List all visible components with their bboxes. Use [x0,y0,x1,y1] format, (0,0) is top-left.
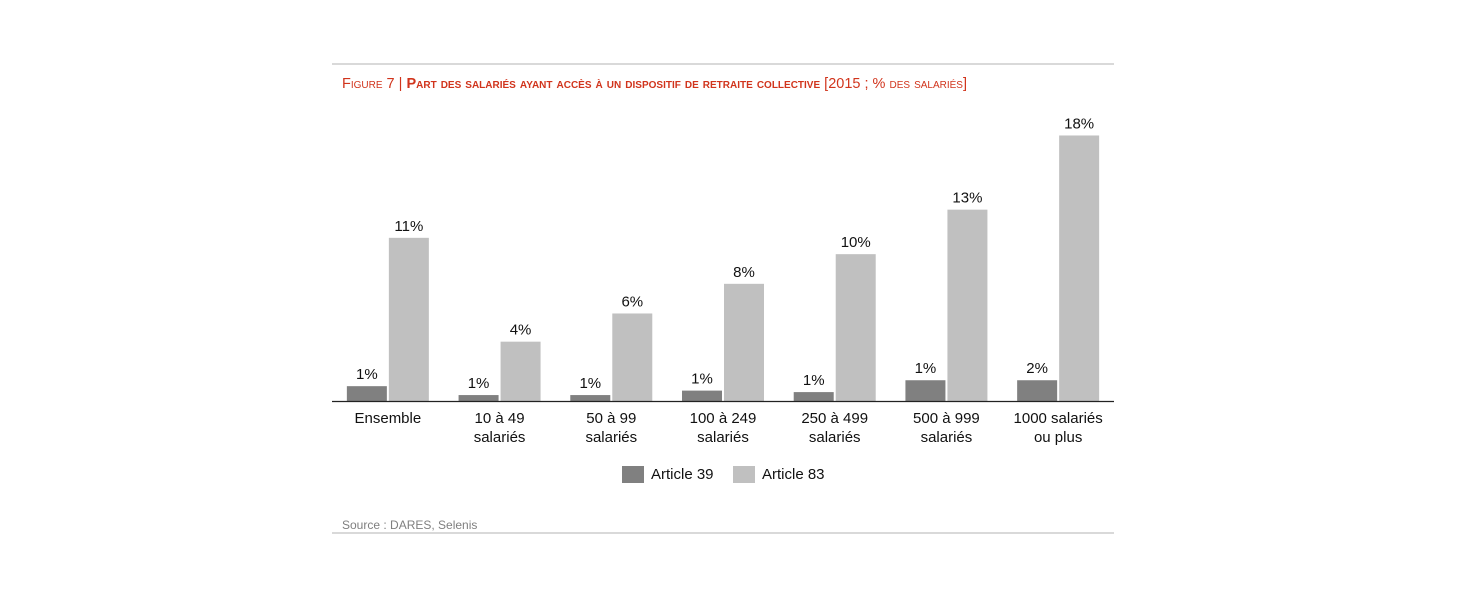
title-main: Part des salariés ayant accès à un dispo… [406,76,821,92]
bar-article-39-5 [905,380,946,401]
category-label-4-line-1: salariés [809,429,861,446]
data-label-article-39-1: 1% [468,375,490,392]
category-label-6-line-1: ou plus [1034,429,1082,446]
bar-article-83-1 [500,341,541,401]
data-label-article-83-5: 13% [952,190,982,207]
category-label-2-line-1: salariés [585,429,637,446]
bar-article-39-3 [682,390,722,401]
legend-item-article-39: Article 39 [622,464,714,484]
data-label-article-39-3: 1% [691,371,713,388]
category-label-6-line-0: 1000 salariés [1014,410,1103,427]
data-label-article-39-0: 1% [356,366,378,383]
legend-swatch-article-39 [622,465,644,483]
bar-article-39-1 [458,395,499,401]
data-label-article-83-2: 6% [621,293,643,310]
data-label-article-39-6: 2% [1026,360,1048,377]
legend-swatch-article-83 [733,465,755,483]
category-label-3-line-0: 100 à 249 [690,410,757,427]
data-label-article-83-6: 18% [1064,115,1094,132]
category-label-1-line-1: salariés [474,429,526,446]
bar-article-83-3 [724,283,764,401]
legend-label-article-83: Article 83 [762,465,825,483]
data-label-article-83-0: 11% [394,218,423,235]
bar-article-83-0 [388,237,429,401]
top-rule [332,63,1114,65]
data-label-article-83-4: 10% [841,234,871,251]
title-suffix: [2015 ; % des salariés] [820,76,968,92]
category-label-5-line-0: 500 à 999 [913,410,980,427]
bar-article-39-4 [793,392,834,401]
category-label-0-line-0: Ensemble [355,410,422,427]
bottom-rule [332,532,1114,534]
data-label-article-83-1: 4% [510,322,532,339]
category-label-1-line-0: 10 à 49 [475,410,525,427]
category-label-2-line-0: 50 à 99 [586,410,636,427]
legend-label-article-39: Article 39 [651,465,714,483]
data-label-article-39-4: 1% [803,372,825,389]
bar-article-83-4 [835,254,876,401]
category-label-4-line-0: 250 à 499 [801,410,868,427]
bar-article-39-2 [570,395,611,401]
data-label-article-83-3: 8% [733,264,755,281]
data-label-article-39-2: 1% [579,375,601,392]
title-prefix: Figure 7 | [342,76,407,92]
data-label-article-39-5: 1% [915,360,937,377]
bar-article-83-6 [1059,135,1100,401]
chart-title: Figure 7 | Part des salariés ayant accès… [342,75,1082,94]
category-label-3-line-1: salariés [697,429,749,446]
category-label-5-line-1: salariés [921,429,973,446]
legend-item-article-83: Article 83 [733,464,825,484]
bar-article-83-2 [612,313,653,401]
source-note: Source : DARES, Selenis [342,518,478,532]
bar-article-39-0 [346,386,387,401]
bar-article-39-6 [1017,380,1058,401]
bar-article-83-5 [947,209,988,401]
